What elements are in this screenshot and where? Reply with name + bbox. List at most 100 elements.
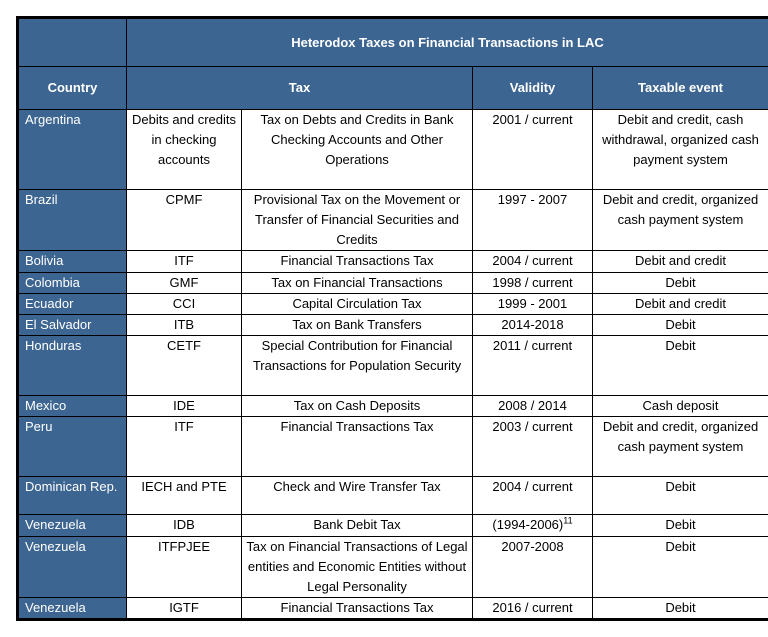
table-row: Dominican Rep. IECH and PTE Check and Wi… — [18, 477, 768, 515]
tax-name-cell: Special Contribution for Financial Trans… — [242, 336, 473, 396]
tax-abbr-cell: IDE — [127, 396, 242, 417]
validity-cell: 1998 / current — [473, 273, 593, 294]
validity-text: 1999 - 2001 — [498, 296, 567, 311]
country-cell: Ecuador — [18, 294, 127, 315]
validity-footnote: 11 — [563, 516, 572, 526]
table-row: El Salvador ITB Tax on Bank Transfers 20… — [18, 315, 768, 336]
country-cell: Bolivia — [18, 251, 127, 273]
country-cell: Colombia — [18, 273, 127, 294]
tax-abbr-cell: ITB — [127, 315, 242, 336]
validity-cell: 2016 / current — [473, 598, 593, 620]
validity-cell: 2007-2008 — [473, 537, 593, 598]
country-cell: Mexico — [18, 396, 127, 417]
tax-abbr-cell: CCI — [127, 294, 242, 315]
table-row: Venezuela IGTF Financial Transactions Ta… — [18, 598, 768, 620]
validity-text: 2008 / 2014 — [498, 398, 567, 413]
country-cell: Venezuela — [18, 598, 127, 620]
tax-name-cell: Provisional Tax on the Movement or Trans… — [242, 190, 473, 251]
tax-abbr-cell: Debits and credits in checking accounts — [127, 110, 242, 190]
country-cell: Argentina — [18, 110, 127, 190]
tax-name-cell: Capital Circulation Tax — [242, 294, 473, 315]
validity-text: 2004 / current — [492, 253, 572, 268]
validity-cell: 2004 / current — [473, 251, 593, 273]
tax-name-cell: Tax on Debts and Credits in Bank Checkin… — [242, 110, 473, 190]
validity-text: 2007-2008 — [501, 539, 563, 554]
taxable-event-cell: Debit — [593, 537, 768, 598]
column-header-validity: Validity — [473, 67, 593, 110]
country-cell: Venezuela — [18, 515, 127, 537]
validity-cell: 2003 / current — [473, 417, 593, 477]
country-cell: Honduras — [18, 336, 127, 396]
table-row: Colombia GMF Tax on Financial Transactio… — [18, 273, 768, 294]
validity-text: 1998 / current — [492, 275, 572, 290]
table-row: Argentina Debits and credits in checking… — [18, 110, 768, 190]
taxable-event-cell: Debit — [593, 315, 768, 336]
table-row: Peru ITF Financial Transactions Tax 2003… — [18, 417, 768, 477]
table-row: Ecuador CCI Capital Circulation Tax 1999… — [18, 294, 768, 315]
taxable-event-cell: Debit — [593, 598, 768, 620]
column-header-tax: Tax — [127, 67, 473, 110]
validity-cell: 1997 - 2007 — [473, 190, 593, 251]
title-row: Heterodox Taxes on Financial Transaction… — [18, 18, 768, 67]
header-row: Country Tax Validity Taxable event — [18, 67, 768, 110]
country-cell: Peru — [18, 417, 127, 477]
taxable-event-cell: Debit — [593, 336, 768, 396]
tax-abbr-cell: GMF — [127, 273, 242, 294]
country-cell: Venezuela — [18, 537, 127, 598]
tax-name-cell: Financial Transactions Tax — [242, 417, 473, 477]
tax-abbr-cell: CETF — [127, 336, 242, 396]
taxable-event-cell: Debit — [593, 477, 768, 515]
table-row: Venezuela IDB Bank Debit Tax (1994-2006)… — [18, 515, 768, 537]
tax-abbr-cell: IECH and PTE — [127, 477, 242, 515]
validity-text: 1997 - 2007 — [498, 192, 567, 207]
table-row: Bolivia ITF Financial Transactions Tax 2… — [18, 251, 768, 273]
table-row: Mexico IDE Tax on Cash Deposits 2008 / 2… — [18, 396, 768, 417]
validity-text: 2003 / current — [492, 419, 572, 434]
table-row: Honduras CETF Special Contribution for F… — [18, 336, 768, 396]
validity-text: 2016 / current — [492, 600, 572, 615]
taxable-event-cell: Debit and credit — [593, 251, 768, 273]
validity-cell: 1999 - 2001 — [473, 294, 593, 315]
taxable-event-cell: Debit and credit, organized cash payment… — [593, 417, 768, 477]
column-header-country: Country — [18, 67, 127, 110]
tax-abbr-cell: ITF — [127, 251, 242, 273]
validity-cell: 2004 / current — [473, 477, 593, 515]
validity-text: 2014-2018 — [501, 317, 563, 332]
country-cell: Brazil — [18, 190, 127, 251]
taxable-event-cell: Debit — [593, 273, 768, 294]
tax-name-cell: Tax on Cash Deposits — [242, 396, 473, 417]
tax-abbr-cell: IGTF — [127, 598, 242, 620]
taxable-event-cell: Debit — [593, 515, 768, 537]
tax-abbr-cell: CPMF — [127, 190, 242, 251]
taxable-event-cell: Debit and credit, organized cash payment… — [593, 190, 768, 251]
tax-name-cell: Tax on Financial Transactions of Legal e… — [242, 537, 473, 598]
country-cell: Dominican Rep. — [18, 477, 127, 515]
tax-abbr-cell: ITFPJEE — [127, 537, 242, 598]
validity-text: 2001 / current — [492, 112, 572, 127]
validity-cell: 2008 / 2014 — [473, 396, 593, 417]
table-row: Venezuela ITFPJEE Tax on Financial Trans… — [18, 537, 768, 598]
tax-name-cell: Check and Wire Transfer Tax — [242, 477, 473, 515]
column-header-taxable-event: Taxable event — [593, 67, 768, 110]
tax-name-cell: Tax on Bank Transfers — [242, 315, 473, 336]
validity-text: 2004 / current — [492, 479, 572, 494]
tax-name-cell: Bank Debit Tax — [242, 515, 473, 537]
validity-cell: (1994-2006)11 — [473, 515, 593, 537]
validity-cell: 2011 / current — [473, 336, 593, 396]
table-title: Heterodox Taxes on Financial Transaction… — [127, 18, 768, 67]
table-row: Brazil CPMF Provisional Tax on the Movem… — [18, 190, 768, 251]
taxable-event-cell: Debit and credit — [593, 294, 768, 315]
validity-text: 2011 / current — [493, 338, 572, 353]
tax-abbr-cell: IDB — [127, 515, 242, 537]
taxable-event-cell: Cash deposit — [593, 396, 768, 417]
validity-cell: 2014-2018 — [473, 315, 593, 336]
taxable-event-cell: Debit and credit, cash withdrawal, organ… — [593, 110, 768, 190]
tax-abbr-cell: ITF — [127, 417, 242, 477]
heterodox-taxes-table: Heterodox Taxes on Financial Transaction… — [16, 16, 768, 621]
corner-cell — [18, 18, 127, 67]
tax-name-cell: Financial Transactions Tax — [242, 251, 473, 273]
validity-cell: 2001 / current — [473, 110, 593, 190]
validity-text: (1994-2006) — [492, 517, 563, 532]
table-body: Argentina Debits and credits in checking… — [18, 110, 768, 620]
tax-name-cell: Financial Transactions Tax — [242, 598, 473, 620]
